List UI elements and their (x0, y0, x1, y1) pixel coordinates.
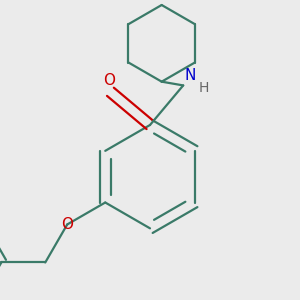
Text: O: O (61, 217, 73, 232)
Text: N: N (185, 68, 196, 83)
Text: O: O (103, 73, 115, 88)
Text: H: H (198, 81, 208, 95)
